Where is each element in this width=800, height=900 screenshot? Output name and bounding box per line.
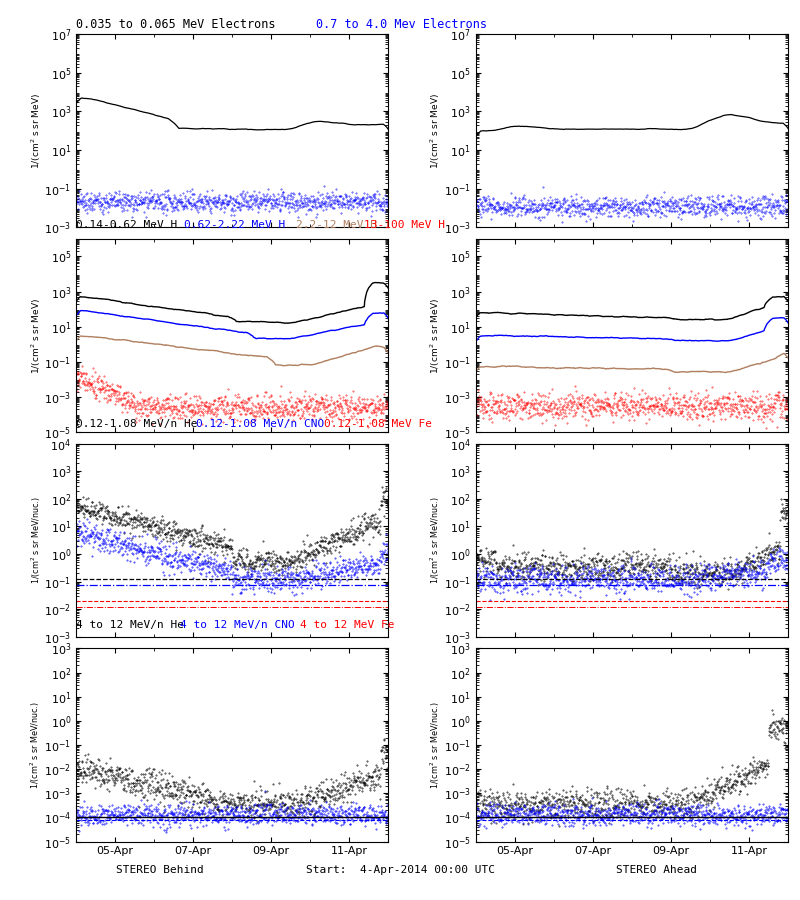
Text: 0.12-1.08 MeV Fe: 0.12-1.08 MeV Fe — [324, 419, 432, 429]
Text: 2.2-12 MeV H: 2.2-12 MeV H — [296, 220, 377, 230]
Y-axis label: 1/(cm$^2$ s sr MeV): 1/(cm$^2$ s sr MeV) — [30, 297, 42, 374]
Text: 0.14-0.62 MeV H: 0.14-0.62 MeV H — [76, 220, 178, 230]
Y-axis label: 1/(cm$^2$ s sr MeV): 1/(cm$^2$ s sr MeV) — [30, 93, 42, 169]
Text: 0.035 to 0.065 MeV Electrons: 0.035 to 0.065 MeV Electrons — [76, 18, 275, 31]
Y-axis label: 1/(cm$^2$ s sr MeV/nuc.): 1/(cm$^2$ s sr MeV/nuc.) — [429, 701, 442, 788]
Text: 0.62-2.22 MeV H: 0.62-2.22 MeV H — [184, 220, 286, 230]
Y-axis label: 1/(cm$^2$ s sr MeV/nuc.): 1/(cm$^2$ s sr MeV/nuc.) — [30, 497, 42, 584]
Text: STEREO Behind: STEREO Behind — [116, 865, 204, 875]
Text: 4 to 12 MeV Fe: 4 to 12 MeV Fe — [300, 620, 394, 630]
Text: 4 to 12 MeV/n He: 4 to 12 MeV/n He — [76, 620, 184, 630]
Y-axis label: 1/(cm$^2$ s sr MeV/nuc.): 1/(cm$^2$ s sr MeV/nuc.) — [29, 701, 42, 788]
Text: 0.12-1.08 MeV/n CNO: 0.12-1.08 MeV/n CNO — [196, 419, 324, 429]
Text: 0.12-1.08 MeV/n He: 0.12-1.08 MeV/n He — [76, 419, 198, 429]
Y-axis label: 1/(cm$^2$ s sr MeV): 1/(cm$^2$ s sr MeV) — [429, 93, 442, 169]
Y-axis label: 1/(cm$^2$ s sr MeV/nuc.): 1/(cm$^2$ s sr MeV/nuc.) — [429, 497, 442, 584]
Text: STEREO Ahead: STEREO Ahead — [615, 865, 697, 875]
Text: 0.7 to 4.0 Mev Electrons: 0.7 to 4.0 Mev Electrons — [316, 18, 487, 31]
Text: Start:  4-Apr-2014 00:00 UTC: Start: 4-Apr-2014 00:00 UTC — [306, 865, 494, 875]
Y-axis label: 1/(cm$^2$ s sr MeV): 1/(cm$^2$ s sr MeV) — [429, 297, 442, 374]
Text: 13-100 MeV H: 13-100 MeV H — [364, 220, 445, 230]
Text: 4 to 12 MeV/n CNO: 4 to 12 MeV/n CNO — [180, 620, 294, 630]
